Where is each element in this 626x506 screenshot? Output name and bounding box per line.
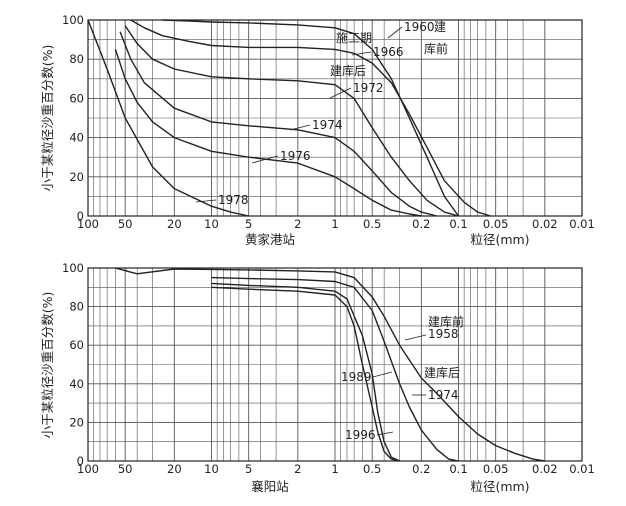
series-label-1976: 1976 <box>280 149 311 163</box>
y-axis-label: 小于某粒径沙重百分数(%) <box>40 45 55 192</box>
x-tick-label: 100 <box>77 217 99 231</box>
x-tick-label: 100 <box>77 462 99 476</box>
x-tick-label: 0.01 <box>569 462 595 476</box>
x-tick-label: 0.5 <box>363 462 381 476</box>
series-line-1958 <box>115 267 545 462</box>
x-tick-label: 0.1 <box>449 217 467 231</box>
panel-huangjiagang: 100 50 20 10 5 2 1 0.5 0.2 0.1 0.05 0.02 0.01 0 20 40 60… <box>40 13 595 247</box>
x-tick-label: 0.2 <box>412 462 430 476</box>
x-tick-label: 20 <box>167 462 182 476</box>
series-line-1960 <box>162 19 460 217</box>
y-tick-label: 80 <box>69 52 84 66</box>
series-label-1996: 1996 <box>345 428 376 442</box>
x-tick-label: 1 <box>331 217 338 231</box>
grid <box>87 267 583 462</box>
x-tick-label: 0.5 <box>363 217 381 231</box>
y-tick-label: 40 <box>69 377 84 391</box>
series-label-1972: 1972 <box>353 81 384 95</box>
y-tick-label: 80 <box>69 300 84 314</box>
series-label-1958: 1958 <box>428 327 459 341</box>
panel-xiangyang: 100 50 20 10 5 2 1 0.5 0.2 0.1 0.05 0.02 0.01 0 20 40 60… <box>40 261 595 494</box>
x-tick-label: 50 <box>118 462 133 476</box>
y-tick-label: 100 <box>62 261 84 275</box>
series-label-1966: 1966 <box>373 45 404 59</box>
annotation-label: 库前 <box>424 41 448 56</box>
station-label: 襄阳站 <box>251 479 289 494</box>
series-line-1974 <box>211 276 459 462</box>
leader-line <box>372 371 393 378</box>
annotation-label: 建库前 <box>428 314 464 329</box>
y-tick-label: 40 <box>69 131 84 145</box>
series-line-1976 <box>114 49 422 217</box>
leader-line <box>376 431 394 436</box>
x-tick-label: 0.01 <box>569 217 595 231</box>
x-tick-label: 5 <box>245 462 252 476</box>
series-line-1978 <box>87 19 249 217</box>
x-tick-label: 5 <box>245 217 252 231</box>
y-tick-label: 0 <box>77 454 84 468</box>
series-label-1978: 1978 <box>218 193 249 207</box>
x-tick-label: 0.05 <box>483 462 509 476</box>
y-tick-label: 20 <box>69 170 84 184</box>
x-tick-label: 0.02 <box>532 462 558 476</box>
series-line-1989 <box>211 282 400 462</box>
series-label-1974: 1974 <box>428 388 459 402</box>
x-axis-label: 粒径(mm) <box>470 479 529 494</box>
x-tick-label: 0.02 <box>532 217 558 231</box>
y-tick-label: 60 <box>69 338 84 352</box>
series-label-1974: 1974 <box>312 118 343 132</box>
annotation-label: 建 <box>434 20 446 34</box>
x-tick-label: 0.2 <box>412 217 430 231</box>
x-tick-label: 10 <box>204 462 219 476</box>
annotation-label: 建库后 <box>424 365 460 380</box>
x-axis-label: 粒径(mm) <box>470 232 529 247</box>
plot-frame <box>87 267 583 462</box>
y-tick-label: 60 <box>69 91 84 105</box>
series-line-1972 <box>124 25 459 217</box>
leader-line <box>289 124 311 131</box>
x-tick-label: 1 <box>331 462 338 476</box>
y-axis-label: 小于某粒径沙重百分数(%) <box>40 292 55 439</box>
series-line-1974 <box>119 31 437 217</box>
station-label: 黄家港站 <box>245 232 295 247</box>
leader-line <box>387 26 403 39</box>
plot-frame <box>87 19 583 217</box>
series-line-1996 <box>211 286 400 462</box>
series-label-1960: 1960 <box>404 20 435 34</box>
y-tick-label: 0 <box>77 209 84 223</box>
x-tick-label: 20 <box>167 217 182 231</box>
leader-line <box>404 334 427 341</box>
leader-line <box>251 155 279 164</box>
leader-line <box>195 199 217 203</box>
annotation-label: 建库后 <box>330 63 366 78</box>
x-tick-label: 0.05 <box>483 217 509 231</box>
x-tick-label: 2 <box>294 462 301 476</box>
x-tick-label: 10 <box>204 217 219 231</box>
y-tick-label: 20 <box>69 415 84 429</box>
annotation-label: 施工期 <box>336 31 372 45</box>
y-tick-label: 100 <box>62 13 84 27</box>
x-tick-label: 0.1 <box>449 462 467 476</box>
series-line-1966 <box>130 19 491 217</box>
x-tick-label: 50 <box>118 217 133 231</box>
leader-line <box>329 87 352 99</box>
leader-line <box>351 51 372 56</box>
x-tick-label: 2 <box>294 217 301 231</box>
